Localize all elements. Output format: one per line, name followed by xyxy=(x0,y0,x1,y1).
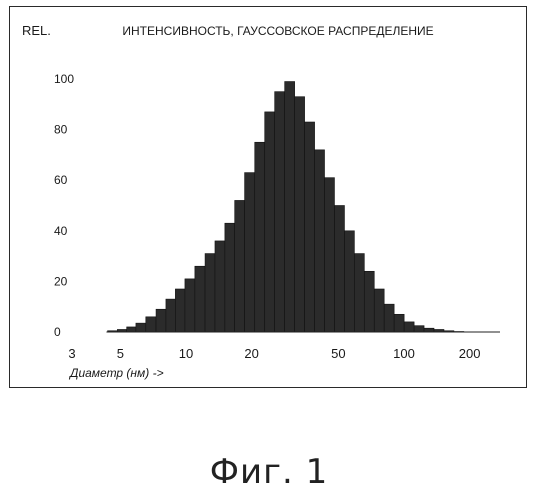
histogram-bar xyxy=(414,326,424,332)
y-axis-label: REL. xyxy=(22,23,51,38)
histogram-bar xyxy=(166,299,175,332)
x-tick-label: 5 xyxy=(117,346,124,361)
histogram-bar xyxy=(305,122,315,332)
histogram-bar xyxy=(384,304,394,332)
chart-title: ИНТЕНСИВНОСТЬ, ГАУССОВСКОЕ РАСПРЕДЕЛЕНИЕ xyxy=(122,24,433,38)
y-tick-label: 80 xyxy=(54,123,68,137)
histogram-bar xyxy=(127,327,136,332)
chart-frame: REL. ИНТЕНСИВНОСТЬ, ГАУССОВСКОЕ РАСПРЕДЕ… xyxy=(9,6,527,388)
histogram-bar xyxy=(315,150,325,332)
y-tick-label: 0 xyxy=(54,325,61,339)
histogram-bar xyxy=(195,266,205,332)
histogram-bar xyxy=(394,314,404,332)
histogram-bar xyxy=(185,279,195,332)
y-tick-label: 100 xyxy=(54,72,74,86)
histogram-bar xyxy=(285,82,295,332)
histogram-bar xyxy=(136,323,146,332)
histogram-bar xyxy=(265,112,275,332)
histogram-bar xyxy=(255,142,265,332)
x-tick-label: 50 xyxy=(331,346,345,361)
histogram-bar xyxy=(364,271,374,332)
histogram-bar xyxy=(354,254,364,332)
histogram-bar xyxy=(215,241,225,332)
histogram-bar xyxy=(235,200,245,332)
histogram-bar xyxy=(175,289,185,332)
histogram-bar xyxy=(334,206,344,333)
x-tick-label: 20 xyxy=(244,346,258,361)
histogram-bar xyxy=(325,178,335,332)
histogram-bar xyxy=(374,289,384,332)
figure-caption: Фиг. 1 xyxy=(0,452,538,492)
histogram-bar xyxy=(156,309,166,332)
x-tick-label: 100 xyxy=(393,346,415,361)
x-axis-label: Диаметр (нм) -> xyxy=(68,366,164,380)
y-tick-label: 20 xyxy=(54,274,68,288)
x-tick-label: 3 xyxy=(68,346,75,361)
y-tick-label: 40 xyxy=(54,224,68,238)
histogram-bar xyxy=(225,223,235,332)
x-tick-label: 10 xyxy=(179,346,193,361)
x-tick-label: 200 xyxy=(459,346,481,361)
histogram-chart: REL. ИНТЕНСИВНОСТЬ, ГАУССОВСКОЕ РАСПРЕДЕ… xyxy=(10,7,528,389)
histogram-bar xyxy=(275,92,285,332)
histogram-bar xyxy=(424,328,434,332)
histogram-bar xyxy=(295,97,305,332)
y-tick-label: 60 xyxy=(54,173,68,187)
histogram-bar xyxy=(245,173,255,332)
histogram-bar xyxy=(344,231,354,332)
histogram-bar xyxy=(146,317,156,332)
histogram-bar xyxy=(404,322,414,332)
histogram-bar xyxy=(205,254,215,332)
